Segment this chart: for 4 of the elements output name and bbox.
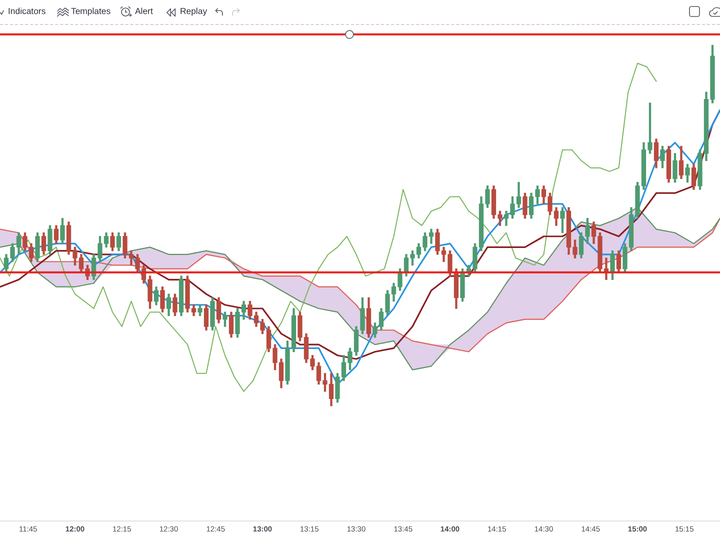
text: Indicators <box>8 6 46 17</box>
text: Replay <box>180 6 208 17</box>
text: Alert <box>135 6 153 17</box>
text: Templates <box>71 6 111 17</box>
